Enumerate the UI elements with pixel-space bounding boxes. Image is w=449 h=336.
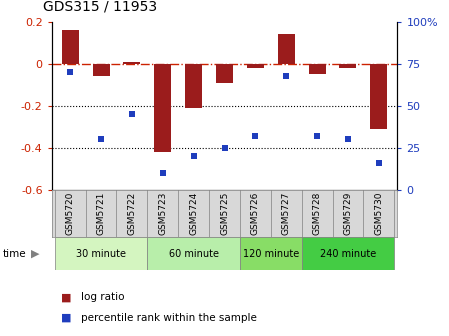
Text: 60 minute: 60 minute [169, 249, 219, 259]
Bar [308, 64, 326, 74]
Text: GDS315 / 11953: GDS315 / 11953 [43, 0, 157, 13]
Point [190, 154, 197, 159]
Text: GSM5724: GSM5724 [189, 192, 198, 235]
Bar [62, 30, 79, 64]
Text: ■: ■ [61, 292, 71, 302]
Text: GSM5721: GSM5721 [97, 192, 106, 235]
Point [66, 70, 74, 75]
Text: 30 minute: 30 minute [76, 249, 126, 259]
Bar [240, 237, 302, 270]
Bar [302, 237, 394, 270]
Bar [147, 237, 240, 270]
Text: GSM5720: GSM5720 [66, 192, 75, 235]
Bar [92, 64, 110, 77]
Point [344, 137, 352, 142]
Bar [216, 64, 233, 83]
Text: 240 minute: 240 minute [320, 249, 376, 259]
Point [97, 137, 105, 142]
Text: percentile rank within the sample: percentile rank within the sample [81, 312, 257, 323]
Bar [123, 62, 141, 64]
Point [252, 133, 259, 139]
Text: log ratio: log ratio [81, 292, 124, 302]
Text: 120 minute: 120 minute [242, 249, 299, 259]
Point [128, 112, 136, 117]
Point [313, 133, 321, 139]
Bar [55, 237, 147, 270]
Text: GSM5722: GSM5722 [128, 192, 136, 235]
Text: ▶: ▶ [31, 249, 40, 259]
Text: GSM5730: GSM5730 [374, 192, 383, 235]
Bar [278, 34, 295, 64]
Point [283, 73, 290, 78]
Text: GSM5727: GSM5727 [282, 192, 291, 235]
Text: GSM5728: GSM5728 [313, 192, 321, 235]
Bar [370, 64, 387, 129]
Text: GSM5725: GSM5725 [220, 192, 229, 235]
Point [375, 160, 383, 166]
Point [221, 145, 228, 151]
Text: GSM5726: GSM5726 [251, 192, 260, 235]
Text: ■: ■ [61, 312, 71, 323]
Bar [339, 64, 357, 68]
Text: time: time [2, 249, 26, 259]
Bar [185, 64, 202, 108]
Bar [247, 64, 264, 68]
Bar [154, 64, 171, 152]
Text: GSM5723: GSM5723 [158, 192, 167, 235]
Text: GSM5729: GSM5729 [343, 192, 352, 235]
Point [159, 170, 166, 176]
